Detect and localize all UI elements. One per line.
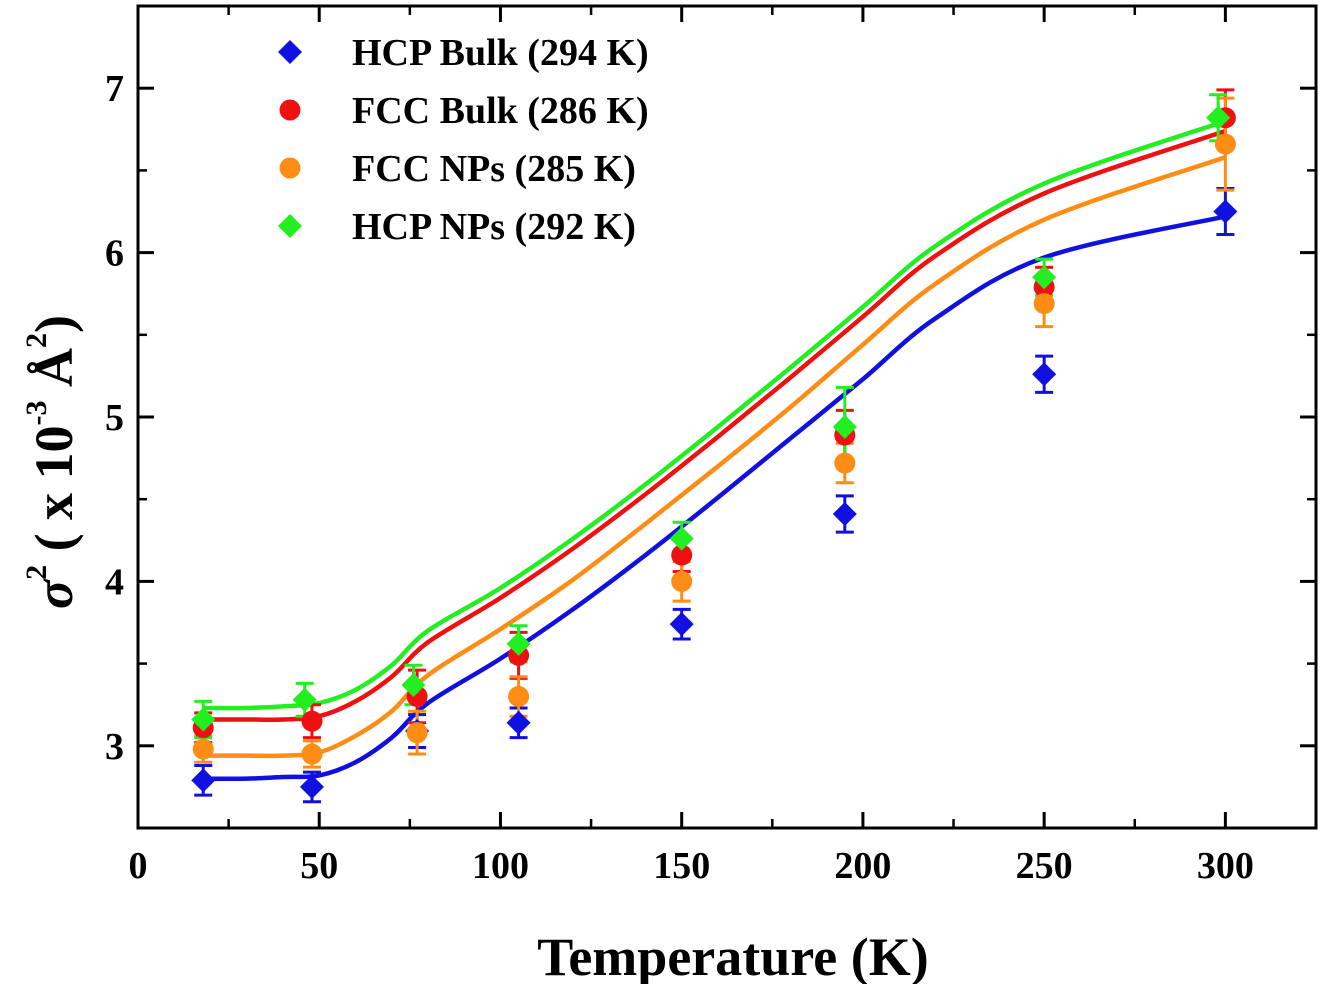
y-tick-label: 4 (105, 561, 124, 603)
data-point (671, 570, 693, 592)
data-point (1032, 265, 1057, 290)
y-tick-label: 6 (105, 233, 124, 275)
data-point (301, 710, 323, 732)
data-point (301, 743, 323, 765)
axes: 0 50 100 150 200 250 300 3 4 5 6 7 (105, 4, 1318, 887)
data-point (834, 452, 856, 474)
x-tick-label: 150 (653, 845, 710, 887)
data-point (669, 612, 694, 637)
y-tick-label: 3 (105, 726, 124, 768)
data-point (506, 710, 531, 735)
data-point (1032, 362, 1057, 387)
data-point (1206, 105, 1231, 130)
data-point (191, 707, 216, 732)
data-point (671, 544, 693, 566)
data-point (1213, 199, 1238, 224)
data-point (299, 774, 324, 799)
data-point (506, 631, 531, 656)
y-axis-sup-1: 2 (20, 565, 53, 580)
y-axis-sup-3: 2 (20, 333, 53, 348)
data-point (406, 722, 428, 744)
legend-marker (278, 214, 302, 238)
svg-text:σ2 ( x 10-3 Å2): σ2 ( x 10-3 Å2) (20, 315, 84, 609)
legend-label: FCC Bulk (286 K) (352, 90, 649, 132)
y-axis-suffix: ) (24, 315, 84, 333)
data-point (192, 738, 214, 760)
x-tick-label: 250 (1016, 845, 1073, 887)
data-point (508, 685, 530, 707)
y-axis-unit: Å (24, 348, 84, 401)
y-tick-label: 7 (105, 68, 124, 110)
x-tick-label: 50 (300, 845, 338, 887)
x-axis-title: Temperature (K) (537, 927, 928, 984)
x-tick-label: 200 (834, 845, 891, 887)
legend-marker (279, 99, 301, 121)
x-tick-label: 300 (1197, 845, 1254, 887)
legend-marker (279, 157, 301, 179)
fit-line (203, 214, 1226, 782)
legend-label: HCP Bulk (294 K) (352, 32, 649, 74)
legend: HCP Bulk (294 K) FCC Bulk (286 K) FCC NPs … (278, 32, 649, 248)
legend-label: FCC NPs (285 K) (352, 148, 636, 190)
markers (191, 105, 1238, 799)
y-axis-sup-2: -3 (20, 400, 53, 425)
y-axis-sigma: σ (24, 578, 84, 609)
data-point (832, 414, 857, 439)
legend-marker (278, 40, 302, 64)
data-point (401, 672, 426, 697)
data-point (1214, 133, 1236, 155)
y-axis-title: σ2 ( x 10-3 Å2) (20, 315, 84, 609)
data-point (191, 768, 216, 793)
y-tick-label: 5 (105, 397, 124, 439)
data-point (832, 501, 857, 526)
x-tick-label: 100 (472, 845, 529, 887)
legend-label: HCP NPs (292 K) (352, 206, 636, 248)
fit-line (203, 118, 1227, 711)
data-point (669, 526, 694, 551)
data-point (1033, 293, 1055, 315)
y-axis-mid: ( x 10 (24, 425, 84, 564)
x-tick-label: 0 (129, 845, 148, 887)
data-point (292, 687, 317, 712)
